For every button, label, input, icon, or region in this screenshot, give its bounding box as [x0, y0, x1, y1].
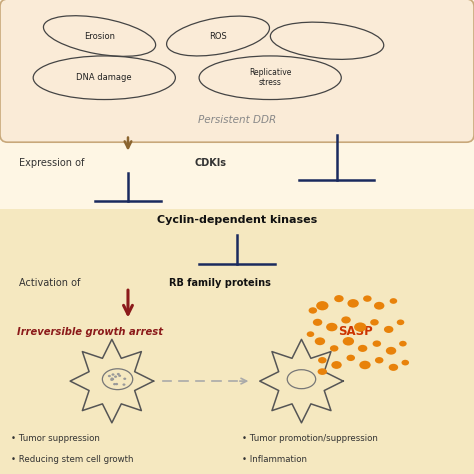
Ellipse shape: [384, 326, 393, 333]
Ellipse shape: [386, 347, 396, 355]
Text: • Tumor suppression: • Tumor suppression: [11, 434, 100, 443]
Ellipse shape: [118, 374, 121, 377]
Text: Expression of: Expression of: [19, 158, 88, 168]
Ellipse shape: [313, 319, 322, 326]
Ellipse shape: [331, 361, 342, 369]
Ellipse shape: [373, 340, 381, 347]
Ellipse shape: [318, 357, 327, 364]
Ellipse shape: [122, 383, 126, 386]
Ellipse shape: [318, 368, 327, 375]
Ellipse shape: [113, 383, 116, 385]
Ellipse shape: [397, 319, 404, 325]
Ellipse shape: [111, 378, 114, 381]
Ellipse shape: [334, 295, 344, 302]
Ellipse shape: [399, 341, 407, 346]
Text: Erosion: Erosion: [84, 32, 115, 40]
Ellipse shape: [401, 360, 409, 365]
Ellipse shape: [110, 377, 113, 380]
FancyBboxPatch shape: [0, 0, 474, 142]
Ellipse shape: [375, 357, 383, 364]
Ellipse shape: [347, 299, 359, 308]
Ellipse shape: [117, 373, 120, 375]
Text: Cyclin-dependent kinases: Cyclin-dependent kinases: [157, 215, 317, 225]
Ellipse shape: [358, 345, 367, 352]
Ellipse shape: [123, 378, 126, 380]
Text: CDKIs: CDKIs: [194, 158, 227, 168]
Text: Irreversible growth arrest: Irreversible growth arrest: [17, 327, 163, 337]
Ellipse shape: [359, 361, 371, 369]
Text: ROS: ROS: [209, 32, 227, 40]
Ellipse shape: [370, 319, 379, 326]
Ellipse shape: [315, 337, 325, 345]
Text: RB family proteins: RB family proteins: [169, 277, 271, 288]
Ellipse shape: [343, 337, 354, 346]
Text: Replicative
stress: Replicative stress: [249, 68, 292, 87]
Ellipse shape: [108, 375, 111, 377]
Text: SASP: SASP: [338, 325, 373, 338]
Ellipse shape: [326, 323, 337, 331]
Text: • Reducing stem cell growth: • Reducing stem cell growth: [11, 455, 134, 464]
Text: Persistent DDR: Persistent DDR: [198, 115, 276, 126]
Ellipse shape: [330, 345, 338, 352]
Ellipse shape: [307, 331, 314, 337]
Text: • Inflammation: • Inflammation: [242, 455, 307, 464]
Ellipse shape: [115, 383, 118, 385]
Ellipse shape: [363, 295, 372, 302]
Ellipse shape: [390, 298, 397, 304]
Ellipse shape: [316, 301, 328, 310]
Ellipse shape: [374, 302, 384, 310]
Ellipse shape: [309, 307, 317, 314]
Ellipse shape: [111, 374, 115, 376]
Ellipse shape: [354, 322, 366, 332]
Ellipse shape: [346, 355, 355, 361]
Ellipse shape: [389, 364, 398, 371]
Bar: [0, 209, 474, 474]
Text: DNA damage: DNA damage: [76, 73, 132, 82]
Text: • Tumor promotion/suppression: • Tumor promotion/suppression: [242, 434, 378, 443]
Ellipse shape: [114, 375, 117, 378]
Ellipse shape: [341, 317, 351, 323]
Text: Activation of: Activation of: [19, 277, 83, 288]
Ellipse shape: [110, 379, 113, 381]
